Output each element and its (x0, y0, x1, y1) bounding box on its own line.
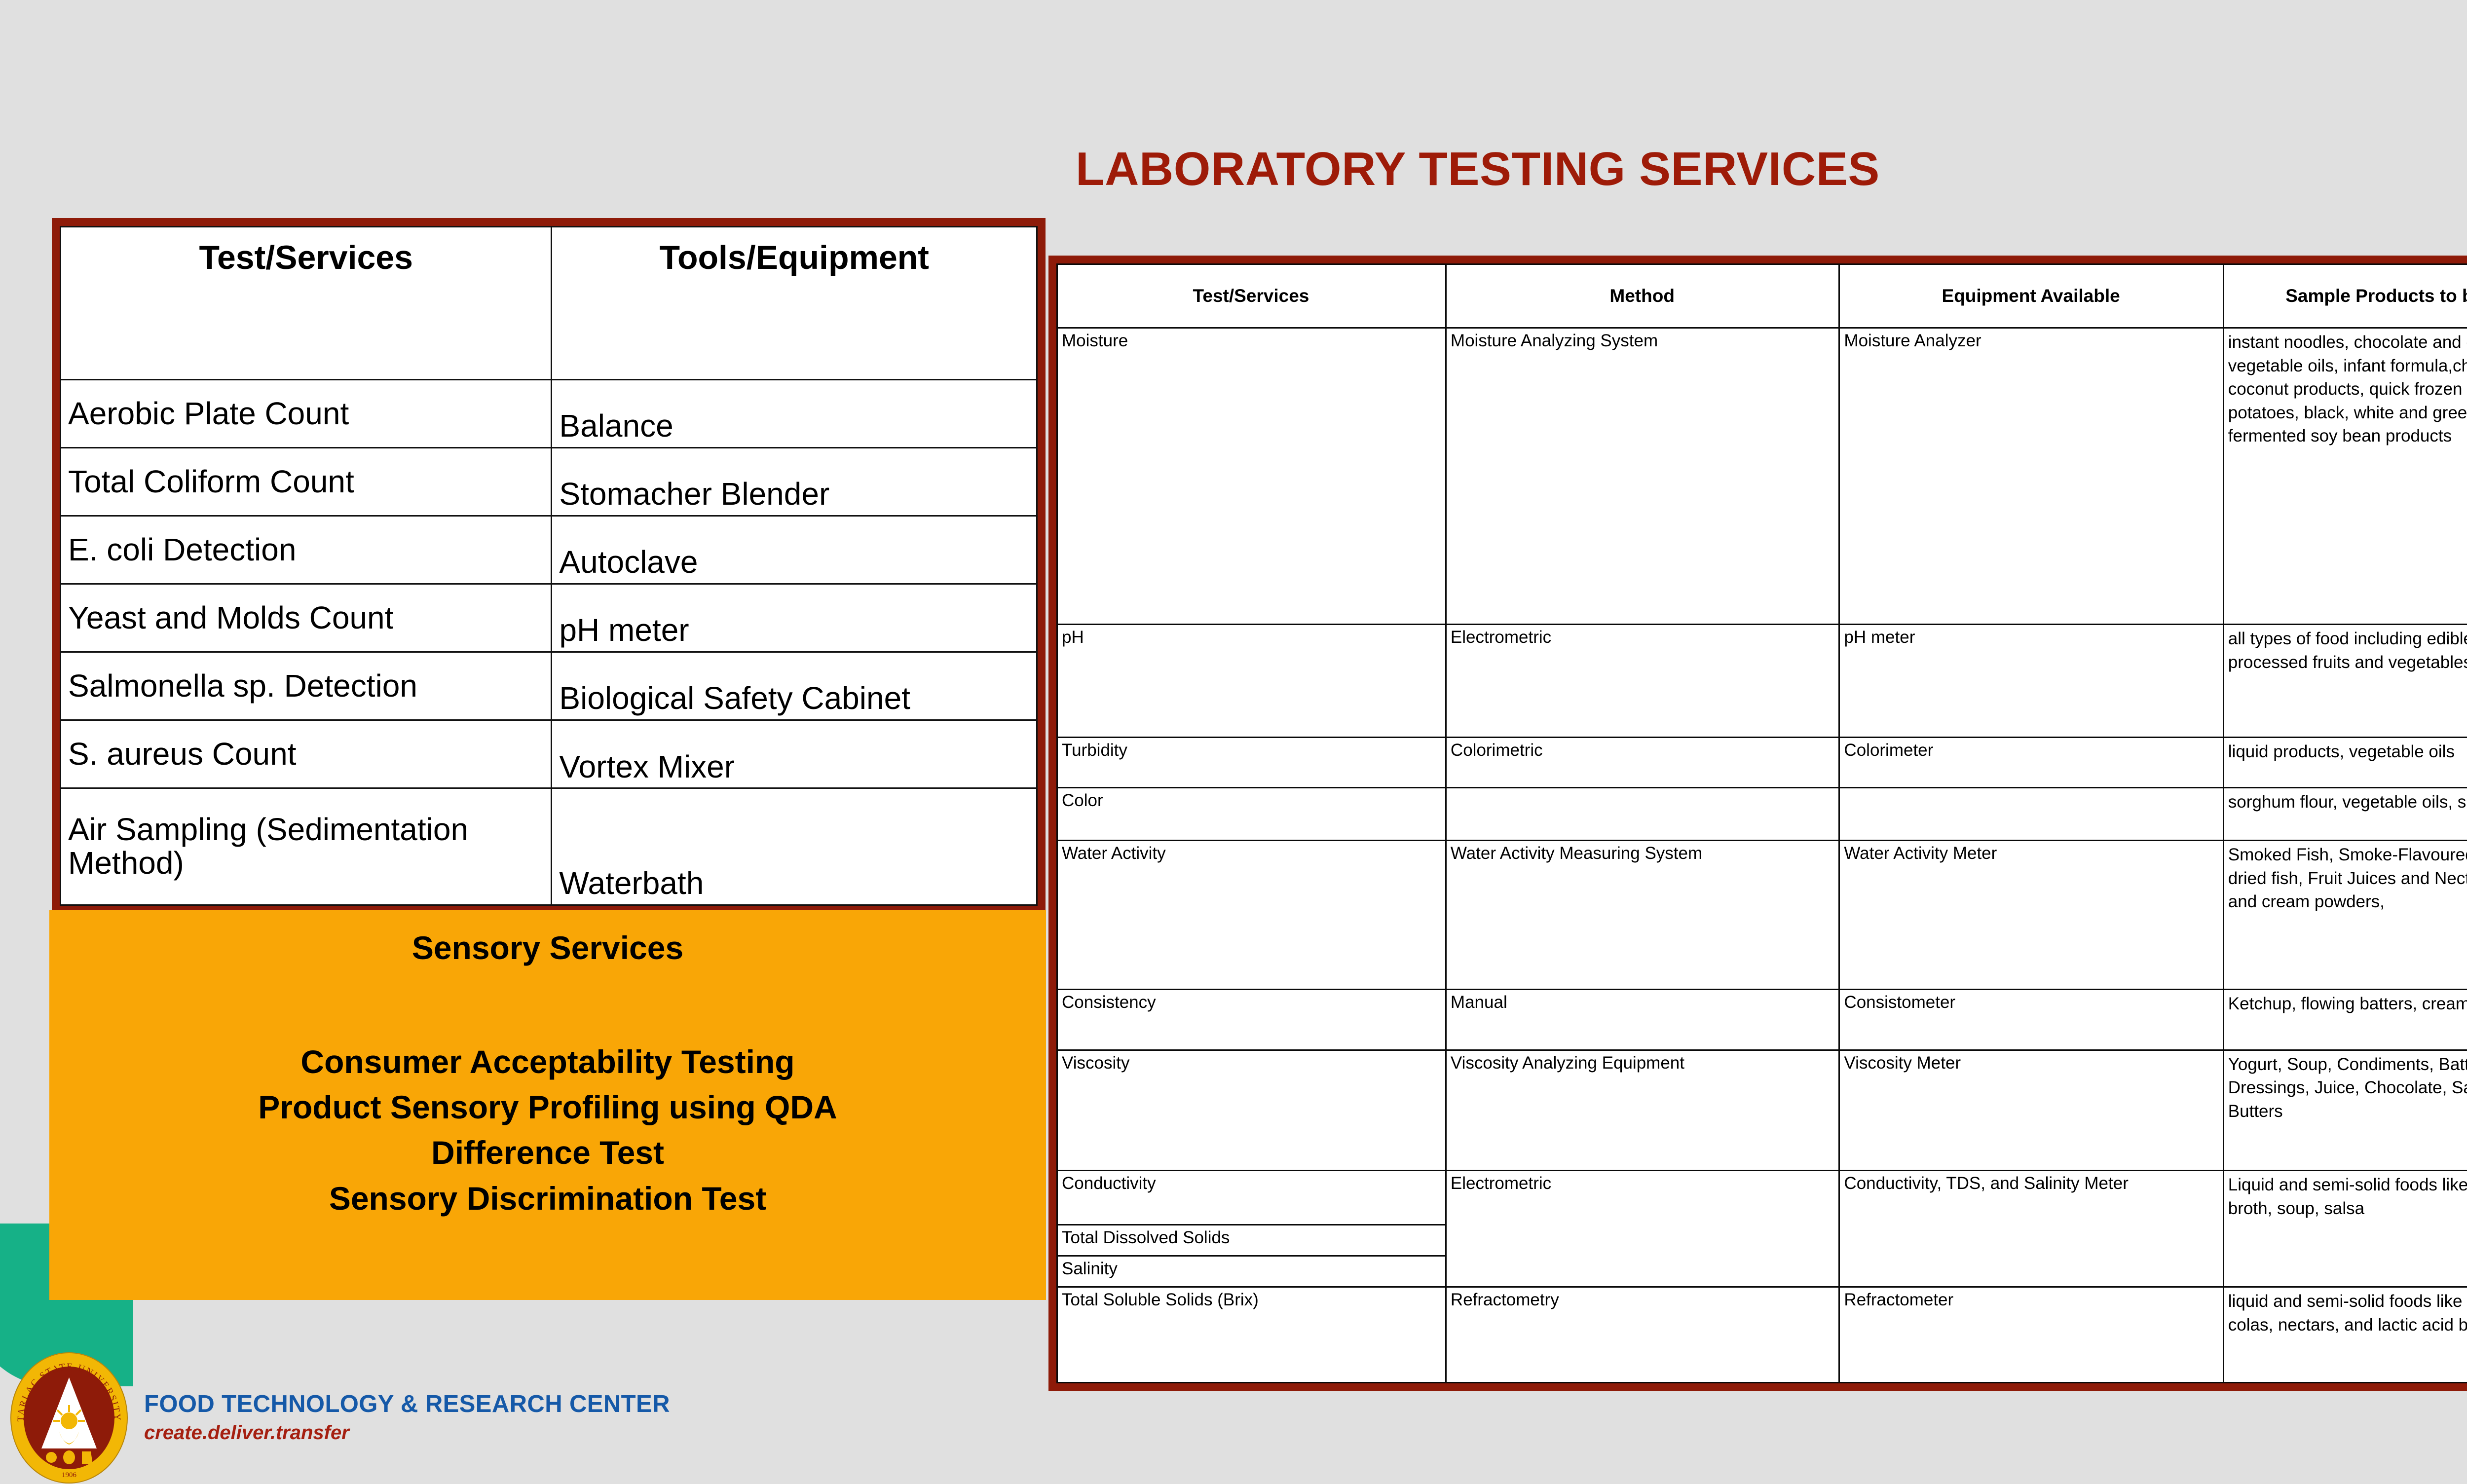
cell-method: Electrometric (1446, 624, 1839, 737)
page-title: LABORATORY TESTING SERVICES (1076, 142, 1880, 196)
cell-test: Aerobic Plate Count (61, 380, 552, 448)
column-header-sample-products: Sample Products to be Analyzed (2223, 264, 2467, 328)
table-row: Moisture Moisture Analyzing System Moist… (1057, 328, 2467, 625)
organization-name: FOOD TECHNOLOGY & RESEARCH CENTER (144, 1390, 670, 1418)
cell-test: Moisture (1057, 328, 1446, 625)
cell-test: Yeast and Molds Count (61, 584, 552, 652)
cell-test: pH (1057, 624, 1446, 737)
organization-tagline: create.deliver.transfer (144, 1422, 670, 1444)
cell-equipment: Colorimeter (1839, 738, 2223, 788)
cell-equipment (1839, 787, 2223, 840)
cell-samples-text: sorghum flour, vegetable oils, sugars, (2228, 790, 2467, 814)
sensory-services-title: Sensory Services (49, 930, 1046, 966)
tarlac-state-university-logo: 1906 TARLAC STATE UNIVERSITY (10, 1352, 128, 1484)
cell-samples: Ketchup, flowing batters, creamy dressin… (2223, 990, 2467, 1050)
cell-equipment: Autoclave (552, 516, 1037, 584)
cell-test: Turbidity (1057, 738, 1446, 788)
list-item: Sensory Discrimination Test (49, 1176, 1046, 1221)
table-row: E. coli Detection Autoclave (61, 516, 1037, 584)
cell-test: Total Dissolved Solids (1057, 1225, 1446, 1256)
column-header-test-services: Test/Services (61, 227, 552, 380)
cell-method: Colorimetric (1446, 738, 1839, 788)
microbiology-table-frame: Test/Services Tools/Equipment Aerobic Pl… (52, 218, 1046, 914)
cell-samples: Yogurt, Soup, Condiments, Batters, Salad… (2223, 1050, 2467, 1170)
sensory-services-list: Consumer Acceptability Testing Product S… (49, 1039, 1046, 1222)
cell-test: Consistency (1057, 990, 1446, 1050)
cell-equipment: Conductivity, TDS, and Salinity Meter (1839, 1171, 2223, 1287)
table-row: Aerobic Plate Count Balance (61, 380, 1037, 448)
table-row: pH Electrometric pH meter all types of f… (1057, 624, 2467, 737)
cell-equipment: pH meter (552, 584, 1037, 652)
cell-samples: instant noodles, chocolate and chocolate… (2223, 328, 2467, 625)
list-item: Product Sensory Profiling using QDA (49, 1084, 1046, 1130)
cell-samples: all types of food including edible casei… (2223, 624, 2467, 737)
table-row: Turbidity Colorimetric Colorimeter liqui… (1057, 738, 2467, 788)
logo-year-label: 1906 (62, 1471, 77, 1479)
table-row: Yeast and Molds Count pH meter (61, 584, 1037, 652)
list-item: Difference Test (49, 1130, 1046, 1175)
cell-equipment: Moisture Analyzer (1839, 328, 2223, 625)
physicochemical-table: Test/Services Method Equipment Available… (1056, 263, 2467, 1383)
table-row: Color sorghum flour, vegetable oils, sug… (1057, 787, 2467, 840)
cell-test: Air Sampling (Sedimentation Method) (61, 788, 552, 905)
cell-equipment: Water Activity Meter (1839, 840, 2223, 990)
cell-equipment: Balance (552, 380, 1037, 448)
table-row: Conductivity Electrometric Conductivity,… (1057, 1171, 2467, 1225)
cell-test: Water Activity (1057, 840, 1446, 990)
cell-equipment: Waterbath (552, 788, 1037, 905)
table-header-row: Test/Services Tools/Equipment (61, 227, 1037, 380)
sensory-services-box: Sensory Services Consumer Acceptability … (49, 910, 1046, 1300)
physicochemical-table-frame: Test/Services Method Equipment Available… (1048, 256, 2467, 1391)
cell-samples: liquid products, vegetable oils (2223, 738, 2467, 788)
table-row: Salmonella sp. Detection Biological Safe… (61, 652, 1037, 720)
cell-samples: Liquid and semi-solid foods like sauces,… (2223, 1171, 2467, 1287)
cell-equipment: Viscosity Meter (1839, 1050, 2223, 1170)
cell-equipment: Biological Safety Cabinet (552, 652, 1037, 720)
table-header-row: Test/Services Method Equipment Available… (1057, 264, 2467, 328)
footer-text-block: FOOD TECHNOLOGY & RESEARCH CENTER create… (144, 1390, 670, 1444)
cell-samples: Smoked Fish, Smoke-Flavoured fish and Sm… (2223, 840, 2467, 990)
cell-method (1446, 787, 1839, 840)
column-header-method: Method (1446, 264, 1839, 328)
cell-test: E. coli Detection (61, 516, 552, 584)
cell-equipment: Vortex Mixer (552, 720, 1037, 788)
cell-method: Manual (1446, 990, 1839, 1050)
table-row: Viscosity Viscosity Analyzing Equipment … (1057, 1050, 2467, 1170)
table-row: Water Activity Water Activity Measuring … (1057, 840, 2467, 990)
cell-method: Water Activity Measuring System (1446, 840, 1839, 990)
cell-samples-text: all types of food including edible casei… (2228, 627, 2467, 674)
table-row: S. aureus Count Vortex Mixer (61, 720, 1037, 788)
list-item: Consumer Acceptability Testing (49, 1039, 1046, 1084)
cell-method: Viscosity Analyzing Equipment (1446, 1050, 1839, 1170)
cell-test: Viscosity (1057, 1050, 1446, 1170)
table-row: Consistency Manual Consistometer Ketchup… (1057, 990, 2467, 1050)
cell-equipment: Stomacher Blender (552, 448, 1037, 516)
microbiology-table: Test/Services Tools/Equipment Aerobic Pl… (60, 226, 1038, 906)
cell-samples: sorghum flour, vegetable oils, sugars, (2223, 787, 2467, 840)
table-row: Total Coliform Count Stomacher Blender (61, 448, 1037, 516)
cell-equipment: pH meter (1839, 624, 2223, 737)
cell-test: Color (1057, 787, 1446, 840)
column-header-equipment-available: Equipment Available (1839, 264, 2223, 328)
cell-test: Salinity (1057, 1256, 1446, 1287)
footer: 1906 TARLAC STATE UNIVERSITY FOOD TECHNO… (0, 1302, 2467, 1480)
cell-test: Conductivity (1057, 1171, 1446, 1225)
column-header-test-services: Test/Services (1057, 264, 1446, 328)
cell-test: S. aureus Count (61, 720, 552, 788)
cell-equipment: Consistometer (1839, 990, 2223, 1050)
cell-test: Salmonella sp. Detection (61, 652, 552, 720)
cell-test: Total Coliform Count (61, 448, 552, 516)
cell-method: Moisture Analyzing System (1446, 328, 1839, 625)
table-row: Air Sampling (Sedimentation Method) Wate… (61, 788, 1037, 905)
cell-method: Electrometric (1446, 1171, 1839, 1287)
cell-samples-text: liquid products, vegetable oils (2228, 740, 2467, 764)
column-header-tools-equipment: Tools/Equipment (552, 227, 1037, 380)
